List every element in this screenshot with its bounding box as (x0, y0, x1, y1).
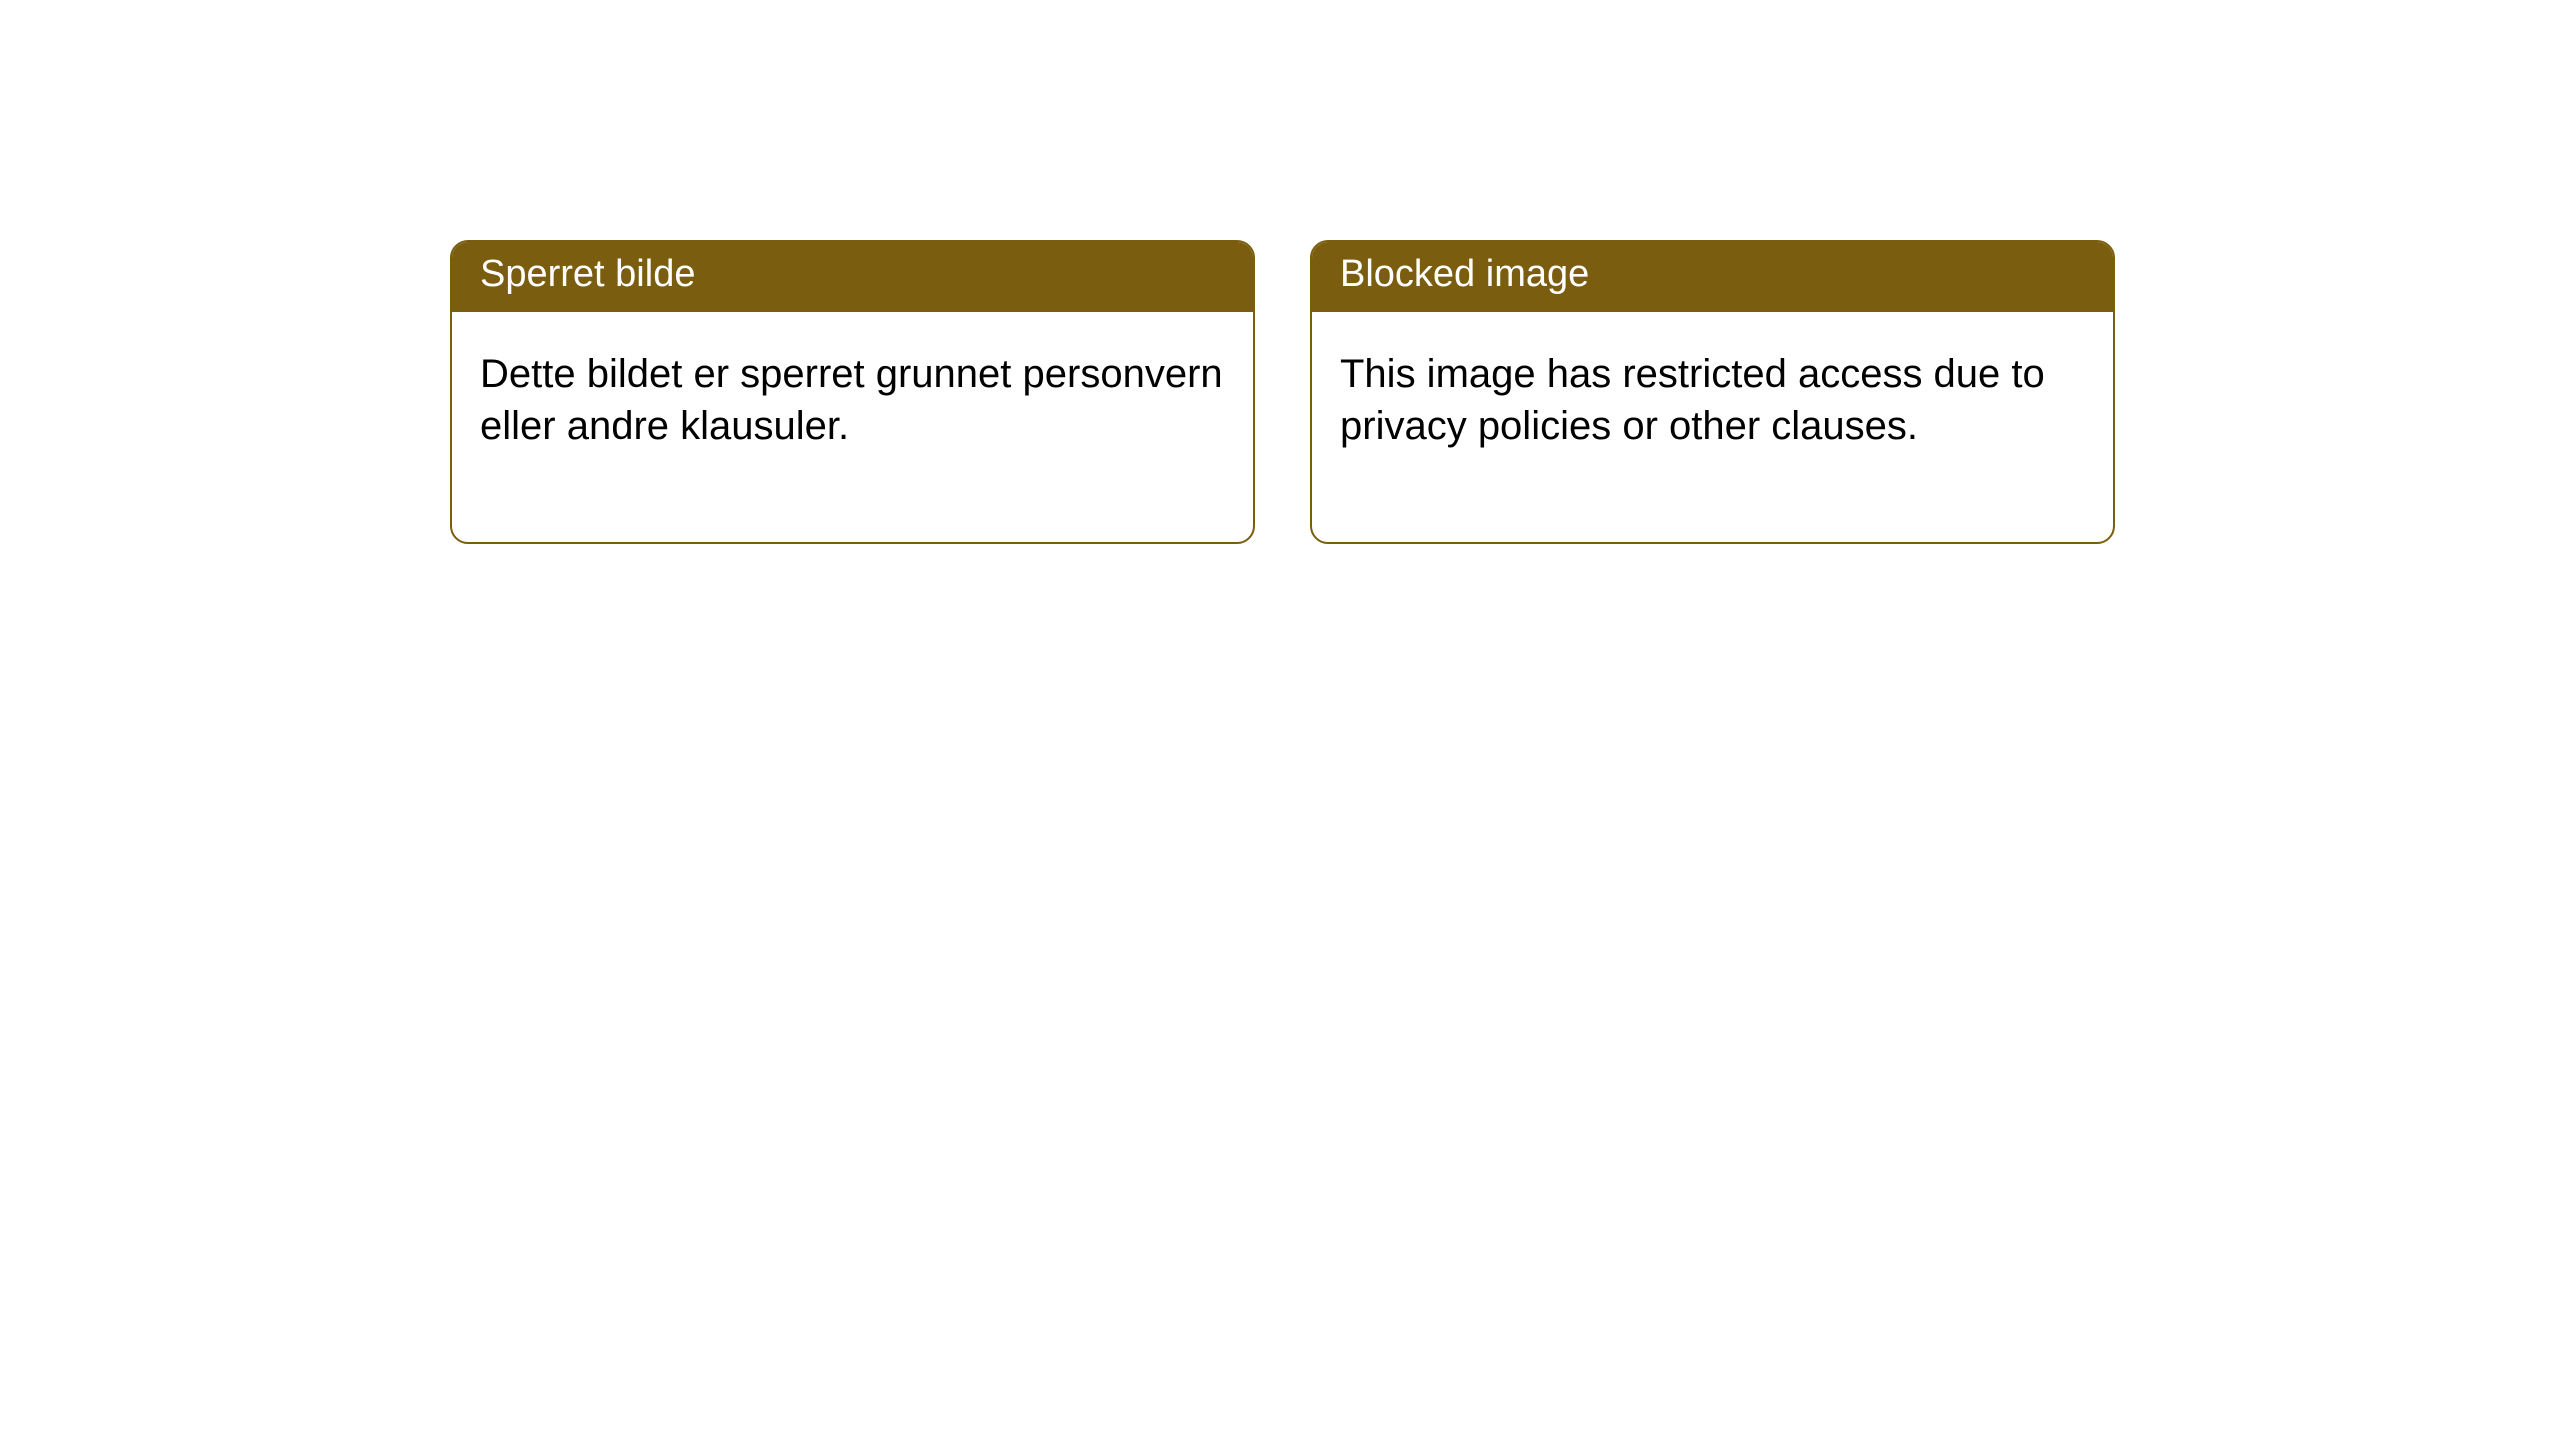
card-body: This image has restricted access due to … (1312, 312, 2113, 542)
card-header: Sperret bilde (452, 242, 1253, 312)
card-header: Blocked image (1312, 242, 2113, 312)
notice-card-norwegian: Sperret bilde Dette bildet er sperret gr… (450, 240, 1255, 544)
card-body: Dette bildet er sperret grunnet personve… (452, 312, 1253, 542)
notice-cards-container: Sperret bilde Dette bildet er sperret gr… (0, 0, 2560, 544)
notice-card-english: Blocked image This image has restricted … (1310, 240, 2115, 544)
